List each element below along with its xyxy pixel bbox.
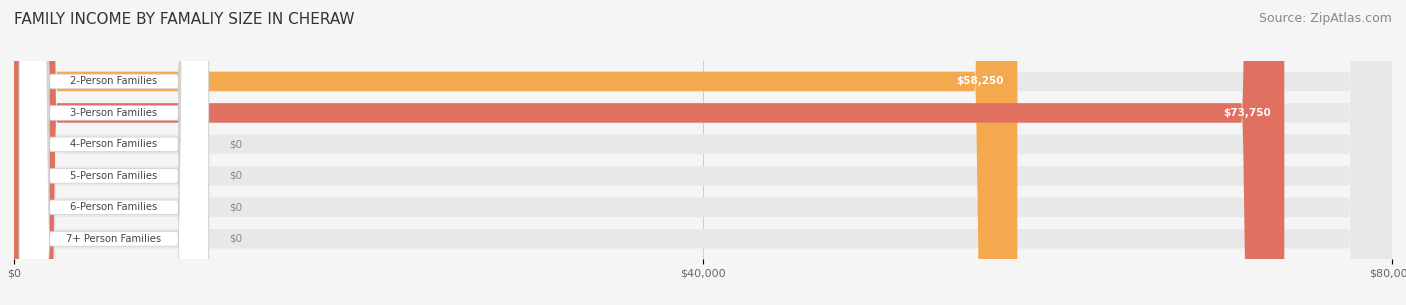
FancyBboxPatch shape [14,0,1392,305]
FancyBboxPatch shape [20,0,208,305]
Text: $0: $0 [229,234,242,244]
Text: $58,250: $58,250 [956,77,1004,86]
Text: 4-Person Families: 4-Person Families [70,139,157,149]
Text: 6-Person Families: 6-Person Families [70,202,157,212]
Text: $0: $0 [229,139,242,149]
FancyBboxPatch shape [20,0,208,305]
FancyBboxPatch shape [14,0,1392,305]
FancyBboxPatch shape [20,0,208,305]
FancyBboxPatch shape [14,0,1392,305]
FancyBboxPatch shape [20,0,208,305]
FancyBboxPatch shape [14,0,1018,305]
FancyBboxPatch shape [14,0,1392,305]
Text: 5-Person Families: 5-Person Families [70,171,157,181]
Text: $73,750: $73,750 [1223,108,1271,118]
FancyBboxPatch shape [14,0,1284,305]
FancyBboxPatch shape [20,0,208,305]
Text: $0: $0 [229,171,242,181]
Text: $0: $0 [229,202,242,212]
FancyBboxPatch shape [14,0,1392,305]
Text: 2-Person Families: 2-Person Families [70,77,157,86]
FancyBboxPatch shape [14,0,1392,305]
Text: FAMILY INCOME BY FAMALIY SIZE IN CHERAW: FAMILY INCOME BY FAMALIY SIZE IN CHERAW [14,12,354,27]
Text: Source: ZipAtlas.com: Source: ZipAtlas.com [1258,12,1392,25]
FancyBboxPatch shape [20,0,208,305]
Text: 7+ Person Families: 7+ Person Families [66,234,162,244]
Text: 3-Person Families: 3-Person Families [70,108,157,118]
